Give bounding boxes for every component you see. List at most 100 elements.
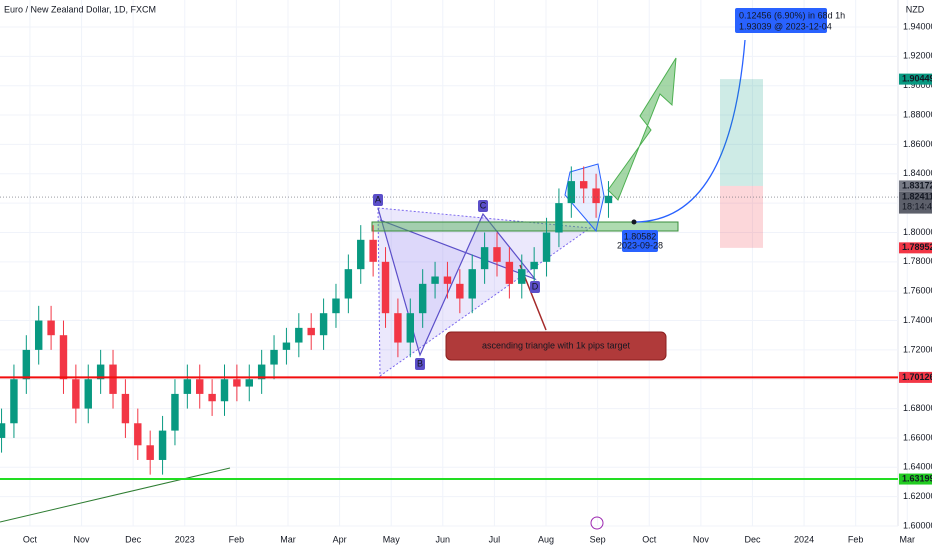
x-tick-label: Mar: [280, 534, 296, 544]
candle-body: [319, 313, 328, 336]
y-tick-label: 1.76000: [903, 286, 932, 296]
target-change: 0.12456 (6.90%) in 68d 1h: [739, 10, 845, 20]
candle-body: [171, 393, 179, 431]
pattern-label: A: [375, 194, 381, 204]
candle-body: [22, 349, 31, 380]
candle-body: [357, 239, 365, 270]
x-tick-label: 2023: [175, 534, 195, 544]
y-tick-label: 1.60000: [903, 520, 932, 530]
price-label-bg: [899, 242, 932, 254]
candle-body: [381, 261, 390, 314]
y-tick-label: 1.92000: [903, 51, 932, 61]
flag: [564, 163, 605, 233]
pattern-label-bg: [415, 358, 425, 370]
x-tick-label: Feb: [229, 534, 245, 544]
breakout-zone: [371, 221, 679, 232]
target-detail: 1.93039 @ 2023-12-04: [739, 21, 832, 31]
candle-body: [555, 203, 563, 233]
candle-body: [72, 379, 80, 409]
candle-body: [34, 320, 43, 350]
y-tick-label: 1.88000: [903, 109, 932, 119]
stop-zone: [720, 185, 763, 248]
candle-body: [604, 195, 613, 204]
candle-body: [109, 364, 117, 394]
y-tick-label: 1.72000: [903, 344, 932, 354]
breakout-date: 2023-09-28: [617, 240, 663, 250]
candle-body: [257, 364, 266, 380]
x-tick-label: Oct: [642, 534, 657, 544]
y-tick-label: 1.64000: [903, 462, 932, 472]
pattern-label-bg: [373, 194, 383, 206]
y-tick-label: 1.66000: [903, 432, 932, 442]
price-label-bg: [899, 191, 932, 214]
candle-body: [369, 239, 377, 262]
pattern-label: C: [480, 200, 487, 210]
price-label: 1.83172: [902, 180, 932, 190]
x-tick-label: Jul: [489, 534, 501, 544]
candle-body: [233, 379, 241, 387]
x-tick-label: Aug: [538, 534, 554, 544]
candle-body: [518, 269, 526, 284]
candle-body: [0, 423, 6, 438]
candle-body: [394, 313, 402, 343]
x-tick-label: Jun: [436, 534, 451, 544]
countdown: 18:14:40: [902, 201, 932, 211]
candle-body: [592, 188, 600, 204]
currency: NZD: [906, 4, 925, 14]
candle-body: [480, 247, 489, 270]
candle-body: [295, 327, 303, 343]
candle-body: [208, 393, 216, 402]
x-tick-label: Feb: [848, 534, 864, 544]
candle-body: [134, 423, 142, 446]
annotation-bg: [445, 331, 667, 361]
candle-body: [468, 269, 476, 299]
candle-body: [505, 261, 514, 284]
candle-body: [344, 269, 353, 299]
candle-body: [530, 261, 538, 270]
triangle: [377, 207, 592, 377]
candle-body: [59, 335, 68, 380]
candle-body: [245, 379, 253, 387]
y-tick-label: 1.74000: [903, 315, 932, 325]
target-bg: [735, 8, 827, 33]
x-tick-label: Dec: [125, 534, 142, 544]
candle-body: [10, 379, 18, 424]
projection-curve: [633, 39, 746, 223]
candle-body: [431, 276, 439, 284]
breakout-bg: [622, 230, 658, 252]
series: [0, 166, 613, 475]
y-tick-label: 1.86000: [903, 139, 932, 149]
pattern-label: D: [532, 281, 539, 291]
price-label: 1.90449: [902, 73, 932, 83]
candle-body: [418, 283, 427, 314]
x-tick-label: Nov: [693, 534, 710, 544]
chart-title: Euro / New Zealand Dollar, 1D, FXCM: [4, 4, 156, 14]
price-label-bg: [899, 371, 932, 383]
candle-body: [307, 327, 315, 336]
candle-body: [282, 342, 291, 350]
y-tick-label: 1.68000: [903, 403, 932, 413]
x-tick-label: Mar: [900, 534, 916, 544]
x-tick-label: Nov: [74, 534, 91, 544]
price-label: 1.82411: [902, 191, 932, 201]
x-tick-label: Sep: [590, 534, 606, 544]
x-tick-label: Oct: [23, 534, 38, 544]
price-label-bg: [899, 73, 932, 85]
event-icon: [590, 516, 604, 530]
x-tick-label: 2024: [794, 534, 814, 544]
pattern-label: B: [417, 358, 423, 368]
projection-start: [631, 219, 637, 225]
candle-body: [542, 232, 551, 262]
x-tick-label: Apr: [333, 534, 347, 544]
target-zone: [720, 79, 763, 186]
x-tick-label: Dec: [744, 534, 761, 544]
candle-body: [47, 320, 55, 336]
y-tick-label: 1.78000: [903, 256, 932, 266]
price-label: 1.63199: [902, 473, 932, 483]
y-tick-label: 1.90000: [903, 80, 932, 90]
candle-body: [146, 445, 154, 460]
